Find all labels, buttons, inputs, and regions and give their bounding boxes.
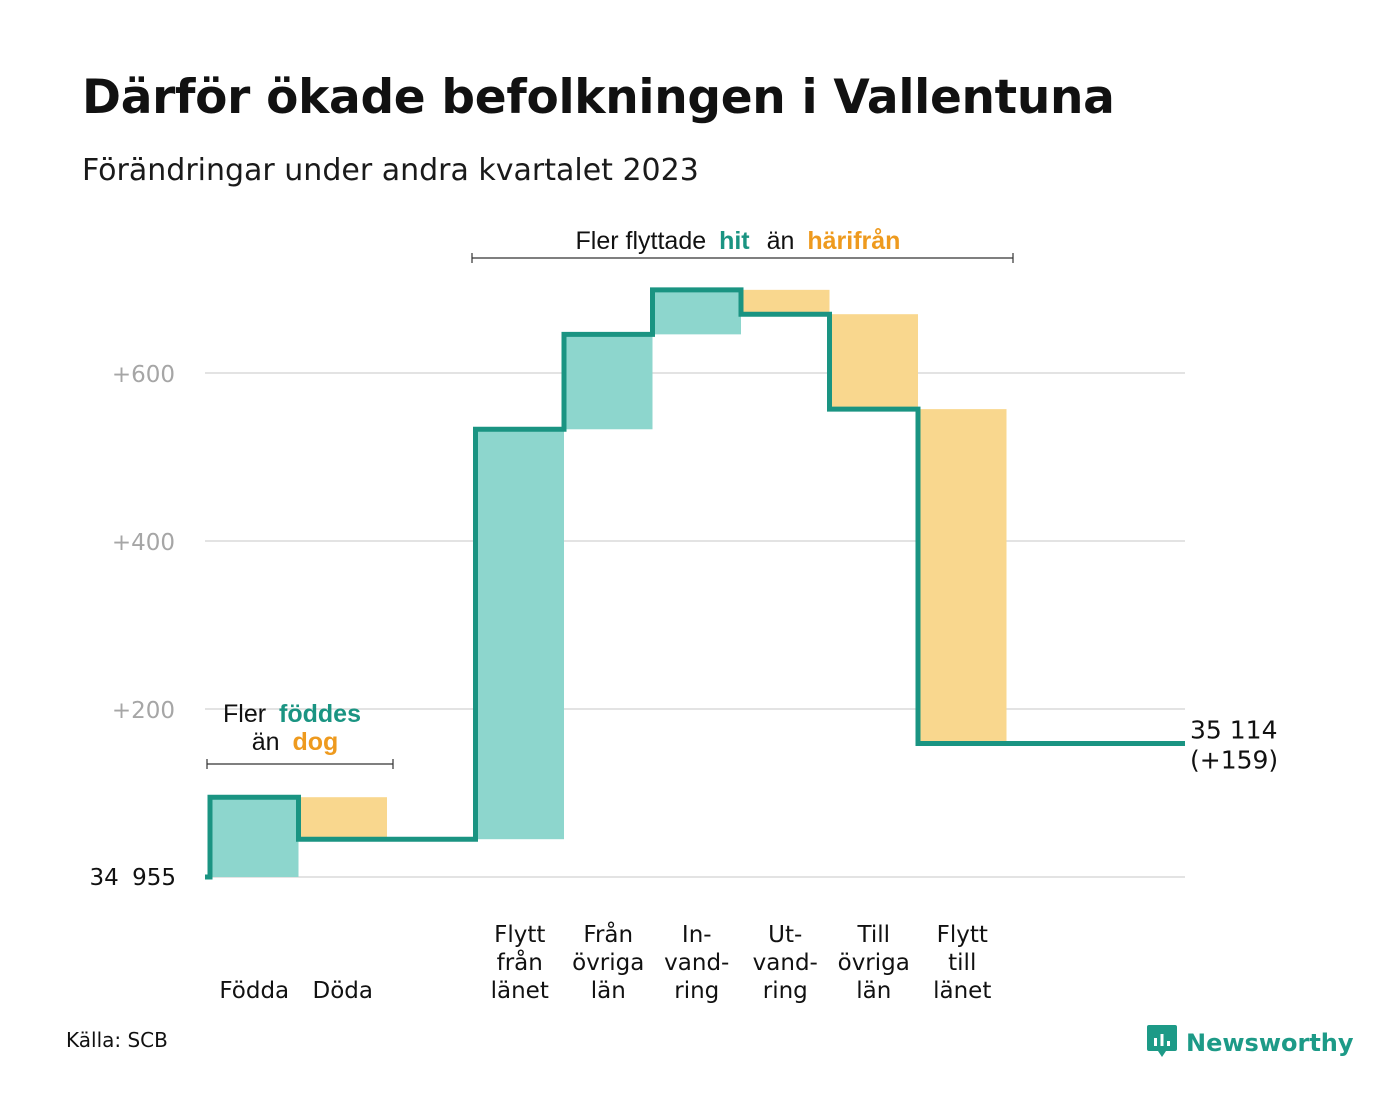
x-tick-label: Döda <box>313 978 373 1004</box>
bar <box>210 797 299 877</box>
brand-logo: Newsworthy <box>1146 1023 1354 1063</box>
chart-subtitle: Förändringar under andra kvartalet 2023 <box>82 153 699 188</box>
x-tick-label: Från övriga län <box>572 920 644 1004</box>
annotation-moves-bracket <box>471 253 1014 263</box>
newsworthy-logo-icon <box>1146 1023 1178 1063</box>
bar <box>829 314 918 410</box>
cumulative-line <box>205 287 1185 880</box>
svg-text:än dog: än dog <box>252 728 339 756</box>
annotation-births-prefix: Fler <box>223 700 266 728</box>
annotation-moves-highlight1: hit <box>719 227 750 255</box>
brand-name: Newsworthy <box>1186 1029 1354 1057</box>
x-tick-label: Flytt från länet <box>491 922 549 1004</box>
bar <box>475 429 564 840</box>
bar <box>652 289 741 335</box>
annotation-births-middle: än <box>252 728 280 756</box>
chart-title: Därför ökade befolkningen i Vallentuna <box>82 70 1115 125</box>
bar <box>564 334 653 430</box>
y-tick-label: +400 <box>112 530 175 556</box>
x-tick-label: In-vand-ring <box>664 922 729 1004</box>
bar <box>298 797 387 840</box>
svg-text:Fler föddes: Fler föddes <box>223 700 361 728</box>
y-tick-label: +600 <box>112 362 175 388</box>
annotation-moves-middle: än <box>767 227 795 255</box>
x-tick-label: Till övriga län <box>838 922 910 1004</box>
annotation-births-highlight1: föddes <box>279 700 361 728</box>
x-axis-labels: Födda Döda Flytt från länet Från övriga län In-v… <box>219 920 991 1004</box>
bars <box>210 289 1007 877</box>
bar <box>918 409 1007 744</box>
gridlines <box>205 372 1185 878</box>
y-tick-label: +200 <box>112 698 175 724</box>
bar <box>741 289 830 315</box>
x-tick-label: Ut-vand-ring <box>753 922 818 1004</box>
annotation-moves-prefix: Fler flyttade <box>576 227 707 255</box>
source-note: Källa: SCB <box>66 1028 168 1052</box>
annotation-moves: Fler flyttade hit än härifrån <box>471 227 1014 263</box>
annotation-births: Fler föddes än dog <box>206 700 394 769</box>
cumulative-step-line <box>205 287 1185 880</box>
end-change: (+159) <box>1190 745 1278 774</box>
svg-text:Fler flyttade hit: Fler flyttade hit än härifrån <box>576 227 901 255</box>
x-tick-label: Flytt till länet <box>933 922 991 1004</box>
end-value: 35 114 <box>1190 715 1277 744</box>
start-value-label: 34 955 <box>90 865 176 891</box>
annotation-births-bracket <box>206 759 394 769</box>
end-value-label: 35 114(+159) <box>1190 715 1278 774</box>
x-tick-label: Födda <box>219 978 289 1004</box>
y-axis-labels: +200 +400 +600 34 955 <box>90 362 176 891</box>
annotation-births-highlight2: dog <box>292 728 338 756</box>
annotation-moves-highlight2: härifrån <box>807 227 900 255</box>
